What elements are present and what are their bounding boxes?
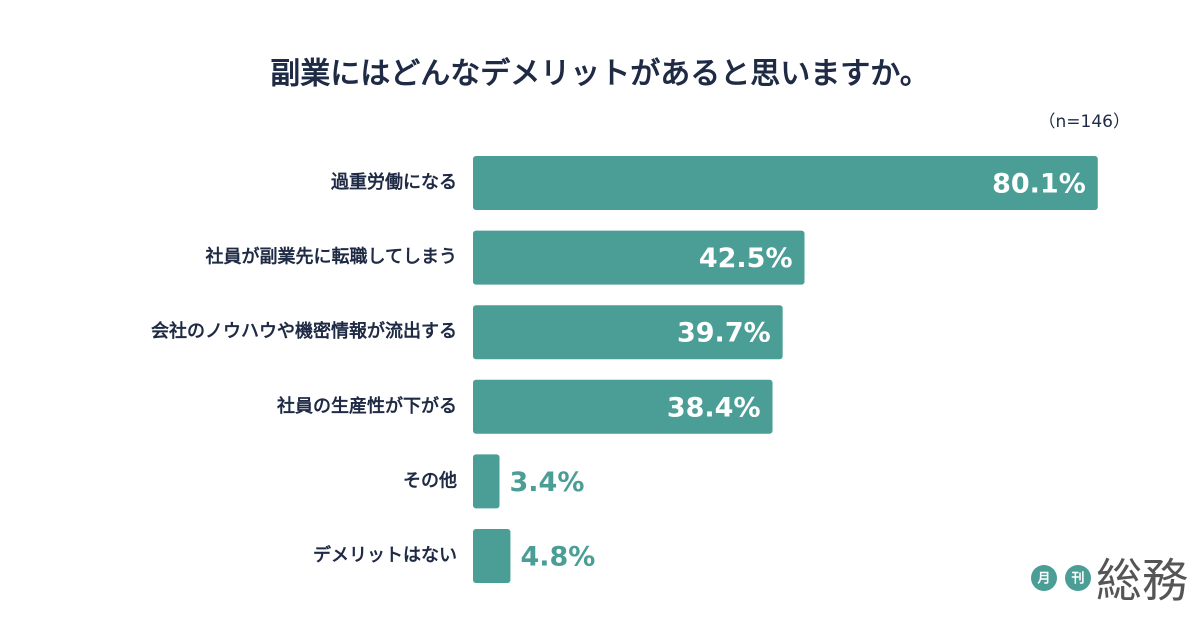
logo-mark: 刊 (1071, 572, 1084, 587)
value-label: 42.5% (699, 243, 793, 274)
value-label: 38.4% (667, 392, 761, 423)
bar (473, 230, 805, 285)
category-label: 会社のノウハウや機密情報が流出する (151, 320, 457, 342)
logo-text: 総務 (1096, 554, 1188, 608)
category-label: その他 (403, 469, 457, 491)
category-label: 社員の生産性が下がる (277, 395, 457, 417)
value-label: 3.4% (510, 467, 585, 498)
bar (473, 454, 500, 509)
bar (473, 529, 511, 583)
category-label: デメリットはない (313, 544, 457, 566)
category-label: 社員が副業先に転職してしまう (206, 246, 457, 268)
value-label: 80.1% (992, 169, 1086, 200)
value-label: 4.8% (520, 542, 595, 573)
bar (473, 379, 773, 434)
category-label: 過重労働になる (331, 171, 457, 193)
chart-title: 副業にはどんなデメリットがあると思いますか。 (270, 57, 929, 92)
logo-mark: 月 (1036, 572, 1050, 587)
value-label: 39.7% (677, 318, 771, 349)
logo-badge (1031, 565, 1057, 591)
bar (473, 156, 1098, 210)
bar (473, 305, 783, 360)
logo-badge (1065, 565, 1091, 591)
subtitle: （n=146） (1039, 112, 1130, 132)
